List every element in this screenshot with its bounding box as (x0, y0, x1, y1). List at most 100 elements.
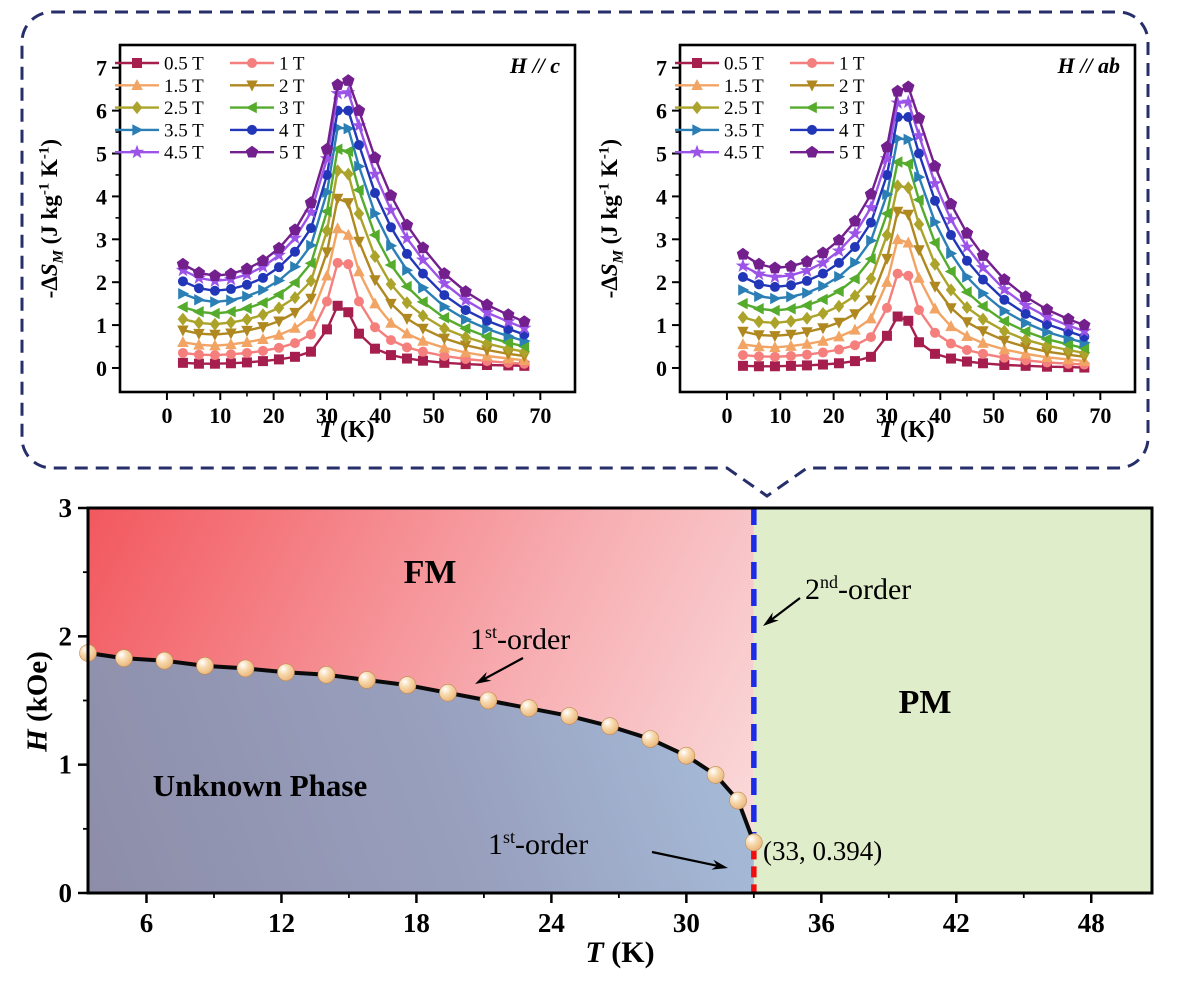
x-tick-label: 60 (476, 403, 498, 428)
y-label-sup: -1 (36, 182, 53, 196)
legend-entry: 1 T (790, 54, 865, 75)
legend-entry: 5 T (790, 143, 865, 164)
y-tick-label: 1 (59, 750, 73, 780)
x-tick-label: 60 (1036, 403, 1058, 428)
y-axis-label-hab: -ΔSM (J kg-1 K-1) (596, 69, 627, 369)
legend-entry: 0.5 T (675, 54, 764, 75)
series-4T (737, 112, 1090, 342)
x-tick-label: 30 (673, 908, 700, 938)
legend-entry: 2.5 T (115, 98, 204, 119)
y-tick-label: 3 (59, 493, 73, 523)
legend-label: 5 T (839, 143, 865, 164)
x-tick-label: 10 (209, 403, 231, 428)
x-axis-label-hab: T (K) (817, 417, 997, 444)
legend-label: 2 T (839, 76, 865, 97)
y-tick-label: 2 (656, 270, 667, 295)
legend-entry: 4.5 T (115, 143, 204, 164)
ann-sup: st (485, 622, 498, 642)
legend-label: 3.5 T (164, 120, 204, 141)
x-tick-label: 40 (369, 403, 391, 428)
legend-label: 1.5 T (164, 76, 204, 97)
legend-label: 1.5 T (724, 76, 764, 97)
y-axis-label-hc: -ΔSM (J kg-1 K-1) (36, 69, 67, 369)
series-0.5T (737, 311, 1090, 373)
y-label-part: ) (37, 138, 63, 147)
y-tick-label: 0 (59, 878, 73, 908)
series-5T (176, 74, 531, 327)
field-direction-label-hc: H // c (430, 53, 560, 79)
legend-label: 2 T (279, 76, 305, 97)
y-tick-label: 2 (59, 621, 73, 651)
axis-ticks: 0 10 20 30 40 50 60 70 0 1 2 3 4 5 6 7 (96, 56, 551, 428)
y-label-sup: -1 (596, 182, 613, 196)
ann-base: 1 (470, 623, 485, 656)
y-tick-label: 1 (96, 313, 107, 338)
annotation-first-order-lower: 1st-order (488, 827, 588, 862)
x-axis-label-symbol: T (879, 417, 894, 443)
x-tick-label: 50 (423, 403, 445, 428)
x-tick-label: 42 (943, 908, 970, 938)
legend-entry: 0.5 T (115, 54, 204, 75)
y-label-part: S (597, 263, 623, 277)
ann-rest: -order (838, 573, 912, 606)
entropy-panel-hab: 0 10 20 30 40 50 60 70 0 1 2 3 4 5 6 7 0.5 T 1 T 1.5 T 2 T 2… (590, 15, 1150, 470)
y-label-sub: M (50, 250, 67, 264)
series-2.5T (177, 164, 530, 359)
legend-entry: 2 T (230, 76, 305, 97)
x-tick-label: 30 (316, 403, 338, 428)
series-3.5T (738, 132, 1091, 349)
y-label-sub: M (610, 250, 627, 264)
x-tick-label: 0 (721, 403, 732, 428)
legend-entry: 3.5 T (115, 120, 204, 141)
field-direction-text: H // ab (1057, 53, 1120, 78)
legend-entry: 2.5 T (675, 98, 764, 119)
x-tick-label: 36 (808, 908, 835, 938)
legend-label: 4 T (839, 120, 865, 141)
legend-entry: 3 T (230, 98, 305, 119)
series-1.5T (177, 222, 531, 365)
y-tick-label: 0 (96, 356, 107, 381)
y-axis-label-phase: H (kOe) (22, 582, 55, 822)
x-tick-label: 24 (538, 908, 565, 938)
legend-entry: 3 T (790, 98, 865, 119)
legend-label: 4.5 T (164, 143, 204, 164)
legend-label: 2.5 T (724, 98, 764, 119)
field-direction-label-hab: H // ab (990, 53, 1120, 79)
legend-label: 0.5 T (164, 54, 204, 75)
legend-label: 3 T (839, 98, 865, 119)
ann-base: 2 (805, 573, 820, 606)
x-tick-label: 70 (1089, 403, 1111, 428)
x-tick-label: 18 (403, 908, 430, 938)
region-label-unknown-phase: Unknown Phase (130, 768, 390, 804)
x-tick-label: 40 (929, 403, 951, 428)
field-direction-text: H // c (509, 53, 560, 78)
ann-rest: -order (515, 828, 589, 861)
legend-label: 5 T (279, 143, 305, 164)
legend-entry: 4.5 T (675, 143, 764, 164)
legend-entry: 1.5 T (115, 76, 204, 97)
legend-label: 2.5 T (164, 98, 204, 119)
entropy-panel-hc: 0 10 20 30 40 50 60 70 0 1 2 3 4 5 6 7 0.5 T 1 T 1.5 T 2 T 2… (30, 15, 590, 470)
series-4.5T (735, 94, 1092, 338)
ann-sup: nd (820, 572, 838, 592)
legend-label: 4 T (279, 120, 305, 141)
x-axis-label-symbol: T (585, 936, 604, 969)
y-label-sup: -1 (36, 146, 53, 160)
series-3T (176, 143, 530, 353)
callout-dashed-border (20, 10, 1150, 498)
legend-entry: 1 T (230, 54, 305, 75)
series-2.5T (737, 179, 1090, 360)
legend-label: 1 T (839, 54, 865, 75)
region-pm (753, 508, 1152, 893)
x-tick-label: 70 (529, 403, 551, 428)
axis-ticks: 0 10 20 30 40 50 60 70 0 1 2 3 4 5 6 7 (656, 56, 1111, 428)
x-axis-label-phase: T (K) (510, 936, 730, 970)
legend-entry: 4 T (790, 120, 865, 141)
critical-point-label: (33, 0.394) (763, 836, 882, 867)
x-tick-label: 10 (769, 403, 791, 428)
y-tick-label: 0 (656, 356, 667, 381)
x-tick-label: 48 (1078, 908, 1105, 938)
y-tick-label: 5 (656, 142, 667, 167)
